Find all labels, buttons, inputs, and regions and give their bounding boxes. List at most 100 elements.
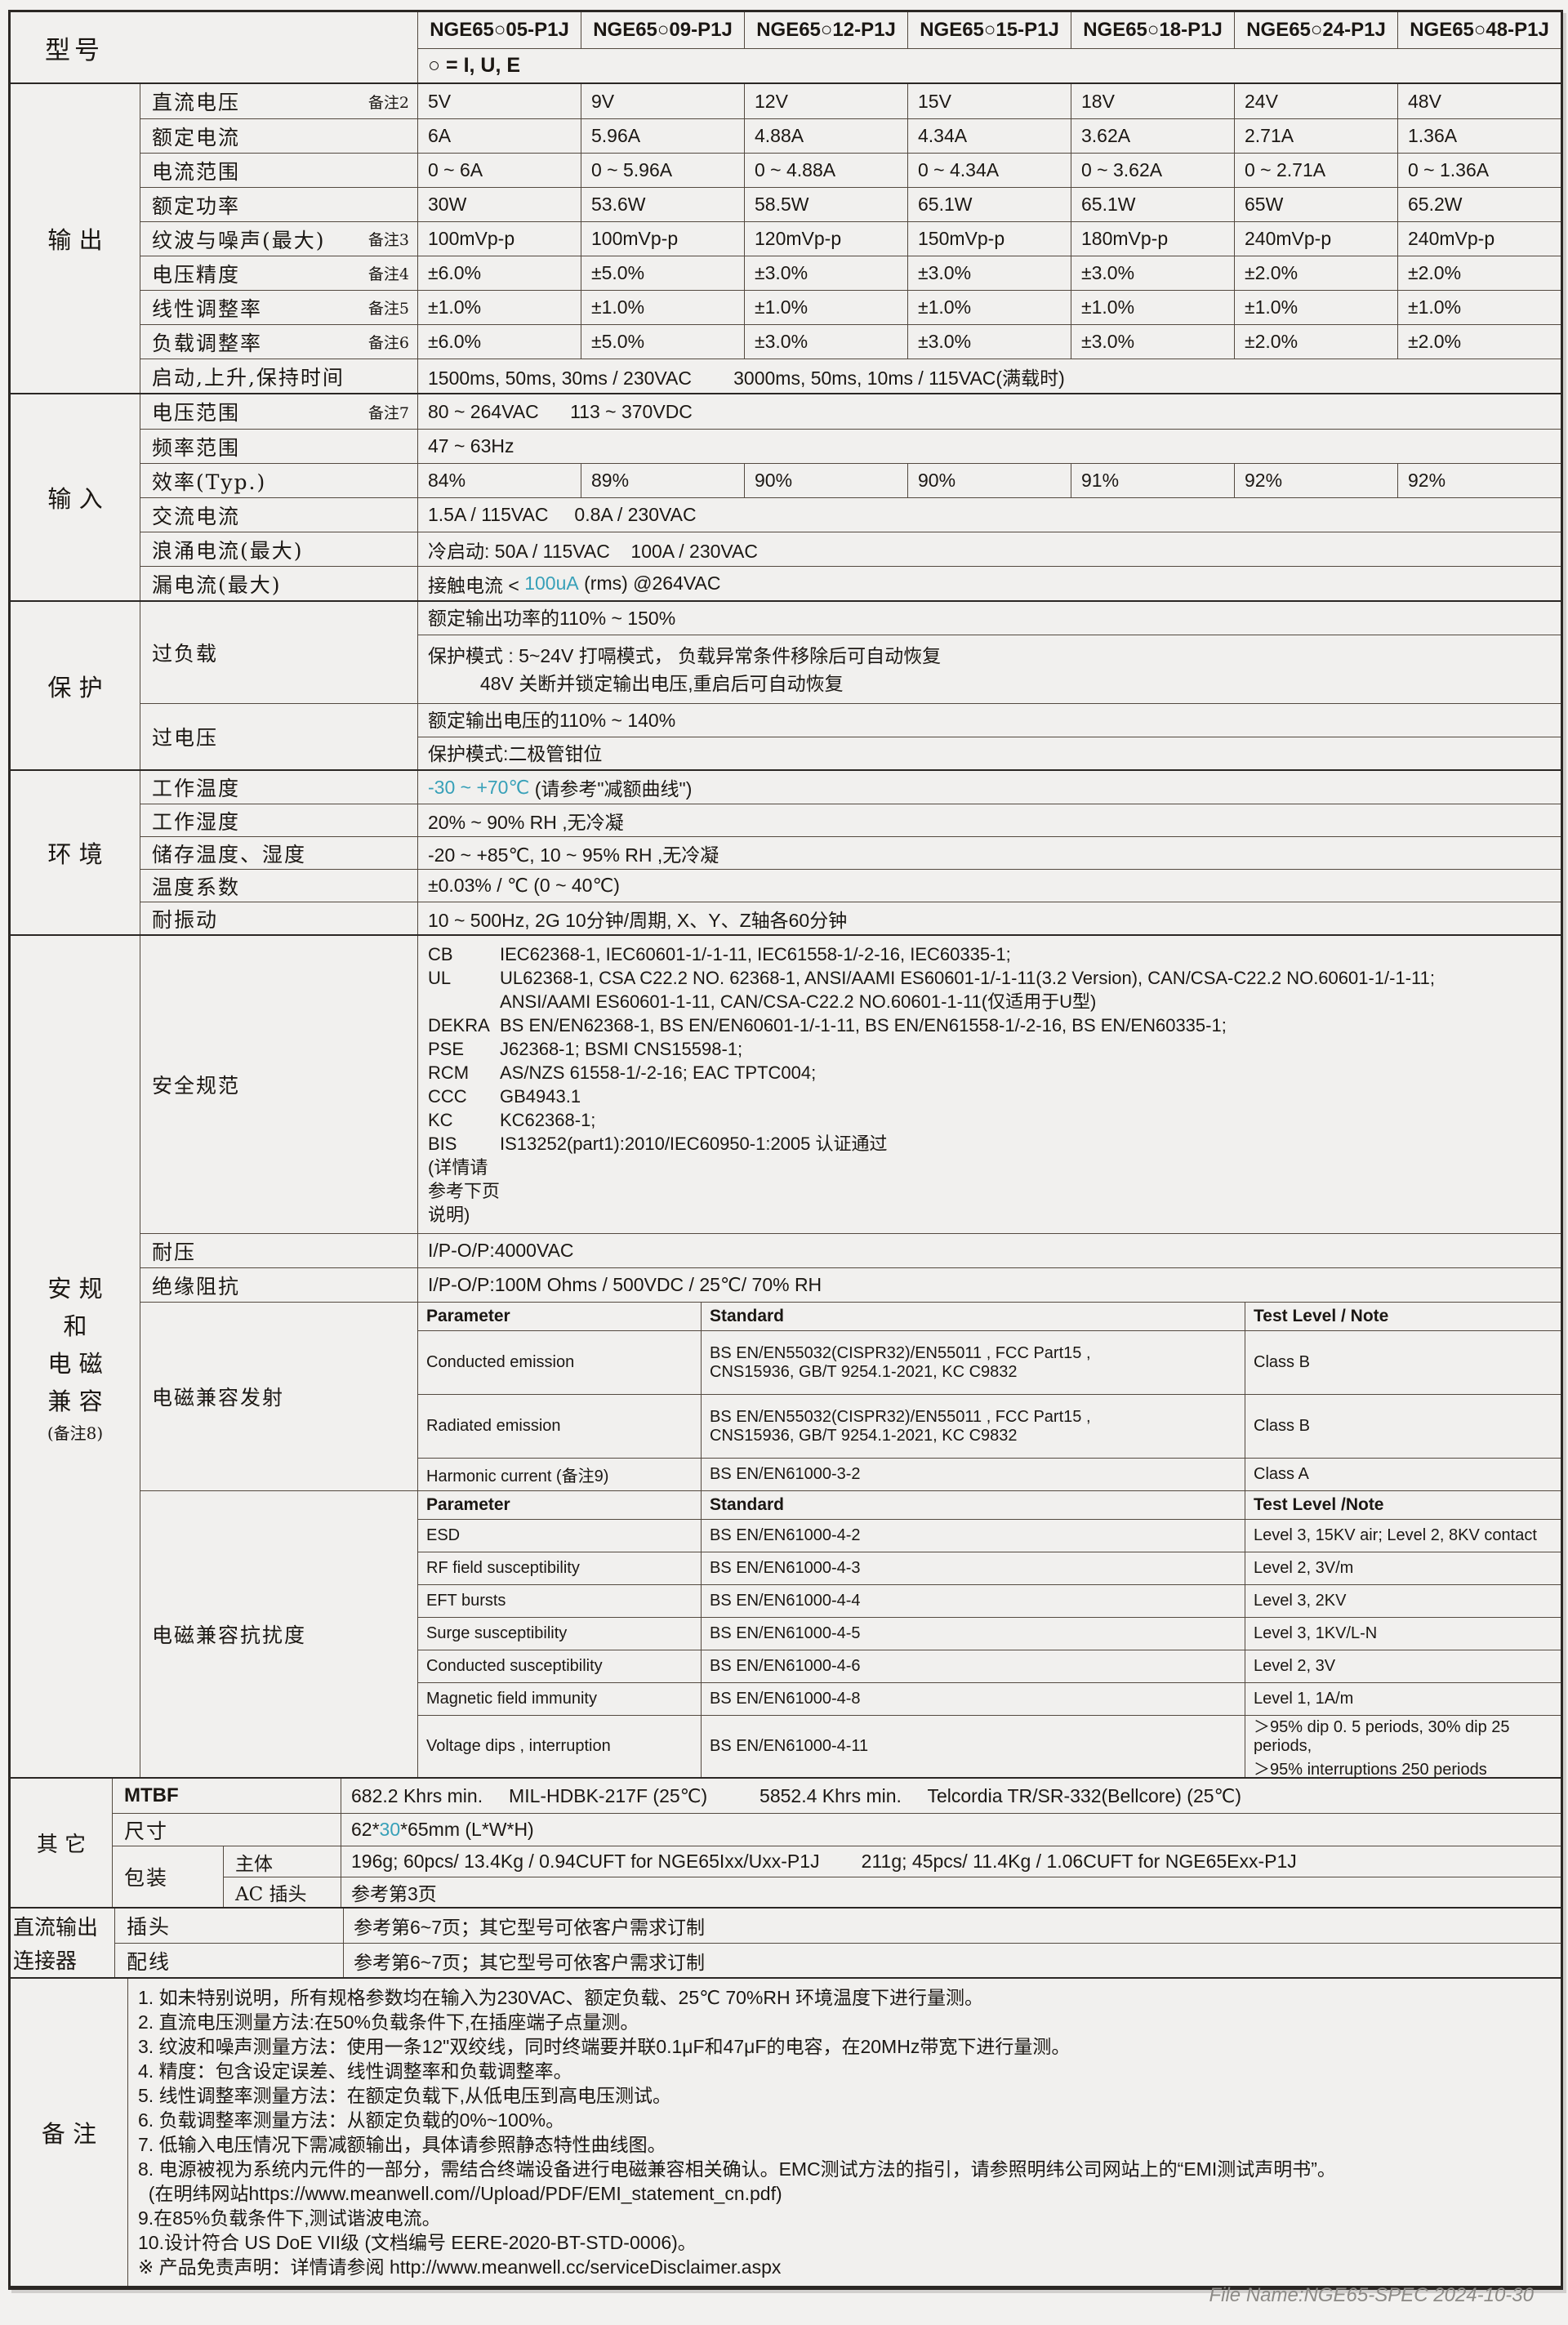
emc-row: Conducted susceptibility BS EN/EN61000-4-… <box>418 1650 1561 1682</box>
spec-value: 65.1W <box>1081 194 1136 215</box>
section-rows-others: MTBF 682.2 Khrs min. MIL-HDBK-217F (25℃) … <box>113 1779 1561 1907</box>
row-output-3: 额定功率 30W 53.6W 58.5W 65.1W 65.1W 65W 65.2W <box>140 187 1561 221</box>
spec-value: 参考第6~7页；其它型号可依客户需求订制 <box>354 1951 706 1973</box>
section-environment: 环 境 工作温度 -30 ~ +70℃ (请参考"减额曲线") 工作湿度 20% ~ 9… <box>11 769 1561 934</box>
spec-value-cell: 120mVp-p <box>744 222 907 256</box>
section-protection: 保 护 过负载 额定输出功率的110% ~ 150% 保护模式 : 5~24V 打嗝模… <box>11 600 1561 769</box>
certification-key: DEKRA <box>428 1015 490 1036</box>
section-group-dc-connector: 直流输出 连接器 <box>11 1909 115 1977</box>
emc-cell-text: Magnetic field immunity <box>426 1690 597 1708</box>
certification-key: UL <box>428 968 452 988</box>
row-input-5: 漏电流(最大) 接触电流 < 100uA (rms) @264VAC <box>140 566 1561 600</box>
emc-header-cell: Parameter <box>418 1491 701 1519</box>
row-label-cell: 耐振动 <box>140 902 418 934</box>
emc-cell: Voltage dips , interruption <box>418 1716 701 1777</box>
pack-subrow: AC 插头 参考第3页 <box>224 1877 1561 1907</box>
emc-row: Harmonic current (备注9) BS EN/EN61000-3-2 C… <box>418 1458 1561 1490</box>
spec-value: 9V <box>591 90 615 112</box>
model-label: 型号 <box>45 35 104 65</box>
spec-value: 682.2 Khrs min. MIL-HDBK-217F (25℃) 5852… <box>351 1784 1242 1806</box>
row-label: 线性调整率 <box>152 296 263 321</box>
row-safety-emc-1: 耐压 I/P-O/P:4000VAC <box>140 1233 1561 1267</box>
spec-value-line: 保护模式:二极管钳位 <box>428 742 603 764</box>
emc-cell: Level 3, 2KV <box>1245 1585 1561 1617</box>
section-group-input: 输 入 <box>11 394 140 600</box>
value-cells: 6A 5.96A 4.88A 4.34A 3.62A 2.71A 1.36A <box>418 119 1561 153</box>
row-label: 插头 <box>127 1915 172 1939</box>
spec-value: 100mVp-p <box>591 228 679 249</box>
spec-value: ±1.0% <box>755 296 808 318</box>
spec-value-cell: ±3.0% <box>1071 256 1234 290</box>
certification-key: KC <box>428 1110 453 1130</box>
spec-value-cell: 10 ~ 500Hz, 2G 10分钟/周期, X、Y、Z轴各60分钟 <box>418 902 1561 934</box>
row-label-cell: 电压范围 备注7 <box>140 394 418 429</box>
emc-cell-text: Level 3, 15KV air; Level 2, 8KV contact <box>1254 1526 1537 1544</box>
spec-value: 1500ms, 50ms, 30ms / 230VAC 3000ms, 50ms… <box>428 367 1065 389</box>
spec-value: ±3.0% <box>755 262 808 283</box>
certification-line: RCM AS/NZS 61558-1/-2-16; EAC TPTC004; <box>428 1061 1561 1085</box>
spec-value: ±2.0% <box>1408 331 1462 352</box>
emc-header-text: Standard <box>710 1495 785 1514</box>
section-input: 输 入 电压范围 备注7 80 ~ 264VAC 113 ~ 370VDC 频率范围 47… <box>11 393 1561 600</box>
emc-cell: Surge susceptibility <box>418 1618 701 1650</box>
emc-row: RF field susceptibility BS EN/EN61000-4-3… <box>418 1552 1561 1584</box>
spec-table: 型号 NGE65○05-P1J NGE65○09-P1J NGE65○12-P1J NG… <box>8 10 1563 2290</box>
spec-value-cell: 4.34A <box>907 119 1071 153</box>
spec-value: 10 ~ 500Hz, 2G 10分钟/周期, X、Y、Z轴各60分钟 <box>428 909 848 931</box>
spec-value: I/P-O/P:100M Ohms / 500VDC / 25℃/ 70% RH <box>428 1274 822 1295</box>
row-output-6: 线性调整率 备注5 ±1.0% ±1.0% ±1.0% ±1.0% ±1.0% ±1.0% ±1… <box>140 290 1561 324</box>
spec-value-line: 额定输出功率的110% ~ 150% <box>428 608 676 629</box>
spec-value-cell: ±3.0% <box>907 325 1071 359</box>
emc-table: Parameter Standard Test Level /Note ESD BS E… <box>418 1491 1561 1779</box>
row-protection-1: 过电压 额定输出电压的110% ~ 140% 保护模式:二极管钳位 <box>140 703 1561 769</box>
row-label: 工作温度 <box>152 777 241 800</box>
spec-value-cell: 5V <box>418 84 581 118</box>
row-note: 备注4 <box>368 265 409 283</box>
model-name-text: NGE65○18-P1J <box>1083 19 1223 41</box>
emc-table-header: Parameter Standard Test Level /Note <box>418 1491 1561 1519</box>
spec-value-cell: 1500ms, 50ms, 30ms / 230VAC 3000ms, 50ms… <box>418 359 1561 393</box>
row-output-1: 额定电流 6A 5.96A 4.88A 4.34A 3.62A 2.71A 1.36A <box>140 118 1561 153</box>
note-line-3: 3. 纹波和噪声测量方法：使用一条12"双绞线，同时终端要并联0.1μF和47μ… <box>138 2036 1071 2057</box>
spec-value-cell: -30 ~ +70℃ (请参考"减额曲线") <box>418 771 1561 804</box>
spec-value-cell: ±5.0% <box>581 256 744 290</box>
spec-value: 0 ~ 4.34A <box>918 159 1000 180</box>
row-label: 电磁兼容抗扰度 <box>152 1623 307 1647</box>
spec-value-cell: ±3.0% <box>744 325 907 359</box>
row-label: 配线 <box>127 1949 172 1974</box>
spec-value-cell: 0 ~ 2.71A <box>1234 154 1397 187</box>
row-input-0: 电压范围 备注7 80 ~ 264VAC 113 ~ 370VDC <box>140 394 1561 429</box>
row-label-cell: 频率范围 <box>140 430 418 463</box>
certification-line: UL UL62368-1, CSA C22.2 NO. 62368-1, ANSI… <box>428 966 1561 990</box>
note-line-2: 2. 直流电压测量方法:在50%负载条件下,在插座端子点量测。 <box>138 2011 639 2033</box>
emc-header-text: Test Level / Note <box>1254 1307 1389 1325</box>
row-label: 耐振动 <box>152 907 219 932</box>
emc-cell: ＞95% dip 0. 5 periods, 30% dip 25 period… <box>1245 1716 1561 1779</box>
spec-value: ±0.03% / ℃ (0 ~ 40℃) <box>428 875 620 896</box>
row-safety-emc-2: 绝缘阻抗 I/P-O/P:100M Ohms / 500VDC / 25℃/ 70… <box>140 1267 1561 1302</box>
spec-value-cell: 92% <box>1397 464 1561 497</box>
spec-value: ±1.0% <box>591 296 645 318</box>
emc-header-text: Parameter <box>426 1495 510 1514</box>
certification-key: BIS <box>428 1134 457 1154</box>
emc-cell-text: RF field susceptibility <box>426 1559 580 1577</box>
emc-cell: BS EN/EN61000-4-6 <box>701 1650 1245 1682</box>
emc-cell-text: Level 2, 3V <box>1254 1657 1336 1675</box>
row-label: 直流电压 <box>152 91 241 114</box>
spec-value-cell: 240mVp-p <box>1234 222 1397 256</box>
certification-key: CB <box>428 944 453 964</box>
spec-value-cell: 冷启动: 50A / 115VAC 100A / 230VAC <box>418 532 1561 566</box>
row-label: 负载调整率 <box>152 331 263 355</box>
emc-cell: BS EN/EN61000-4-4 <box>701 1585 1245 1617</box>
section-group-environment: 环 境 <box>11 771 140 934</box>
certification-standards: UL62368-1, CSA C22.2 NO. 62368-1, ANSI/A… <box>500 968 1435 988</box>
certification-line: BIS IS13252(part1):2010/IEC60950-1:2005 认… <box>428 1132 1561 1156</box>
row-label: 浪涌电流(最大) <box>152 538 304 563</box>
spec-value: 20% ~ 90% RH ,无冷凝 <box>428 811 624 833</box>
row-label: 安全规范 <box>152 1074 241 1098</box>
row-output-4: 纹波与噪声(最大) 备注3 100mVp-p 100mVp-p 120mVp-p 150m… <box>140 221 1561 256</box>
emc-cell-text: BS EN/EN61000-4-6 <box>710 1657 861 1675</box>
certification-key: PSE <box>428 1039 465 1059</box>
emc-header-cell: Parameter <box>418 1303 701 1330</box>
model-name-text: NGE65○48-P1J <box>1410 19 1549 41</box>
